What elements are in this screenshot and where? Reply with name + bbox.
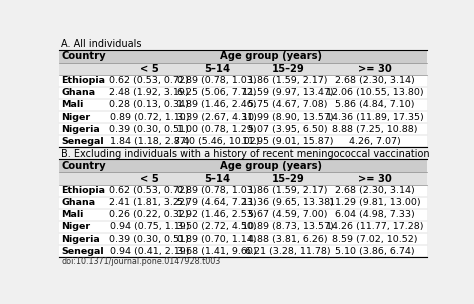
Text: 2.48 (1.92, 3.19): 2.48 (1.92, 3.19) [109, 88, 189, 97]
Text: 4.26, 7.07): 4.26, 7.07) [349, 137, 401, 146]
Bar [59, 50, 427, 63]
Bar [59, 135, 427, 147]
Bar [59, 172, 427, 185]
Bar [59, 245, 427, 257]
Text: 15–29: 15–29 [272, 174, 304, 184]
Text: Ghana: Ghana [62, 88, 96, 97]
Text: Nigeria: Nigeria [62, 125, 100, 134]
Text: 0.89 (0.78, 1.03): 0.89 (0.78, 1.03) [177, 76, 257, 85]
Text: 10.99 (8.90, 13.57): 10.99 (8.90, 13.57) [242, 112, 334, 122]
Text: 1.00 (0.78, 1.29): 1.00 (0.78, 1.29) [177, 125, 257, 134]
Text: 0.39 (0.30, 0.51): 0.39 (0.30, 0.51) [109, 125, 189, 134]
Text: 1.84 (1.18, 2.87): 1.84 (1.18, 2.87) [109, 137, 189, 146]
Text: 14.36 (11.89, 17.35): 14.36 (11.89, 17.35) [326, 112, 424, 122]
Text: 5.67 (4.59, 7.00): 5.67 (4.59, 7.00) [248, 210, 328, 219]
Text: 2.68 (2.30, 3.14): 2.68 (2.30, 3.14) [335, 76, 415, 85]
Text: 5–14: 5–14 [204, 174, 230, 184]
Text: 5.10 (3.86, 6.74): 5.10 (3.86, 6.74) [336, 247, 415, 256]
Text: 1.92 (1.46, 2.53): 1.92 (1.46, 2.53) [177, 210, 257, 219]
Text: 6.25 (5.06, 7.72): 6.25 (5.06, 7.72) [177, 88, 257, 97]
Text: 6.04 (4.98, 7.33): 6.04 (4.98, 7.33) [335, 210, 415, 219]
Text: Age group (years): Age group (years) [220, 161, 322, 171]
Text: 0.28 (0.13, 0.34): 0.28 (0.13, 0.34) [109, 101, 189, 109]
Text: 14.26 (11.77, 17.28): 14.26 (11.77, 17.28) [327, 223, 424, 231]
Text: Niger: Niger [62, 223, 91, 231]
Bar [59, 209, 427, 221]
Text: Nigeria: Nigeria [62, 235, 100, 244]
Text: 5–14: 5–14 [204, 64, 230, 74]
Text: 5.79 (4.64, 7.23): 5.79 (4.64, 7.23) [177, 198, 257, 207]
Text: 7.40 (5.46, 10.02): 7.40 (5.46, 10.02) [174, 137, 260, 146]
Text: 2.41 (1.81, 3.22): 2.41 (1.81, 3.22) [109, 198, 189, 207]
Text: Ghana: Ghana [62, 198, 96, 207]
Text: 5.75 (4.67, 7.08): 5.75 (4.67, 7.08) [248, 101, 328, 109]
Text: Country: Country [62, 51, 106, 61]
Text: 1.89 (1.46, 2.46): 1.89 (1.46, 2.46) [177, 101, 257, 109]
Bar [59, 233, 427, 245]
Text: Ethiopia: Ethiopia [62, 76, 105, 85]
Bar [59, 185, 427, 197]
Text: 0.89 (0.72, 1.10): 0.89 (0.72, 1.10) [109, 112, 189, 122]
Text: Mali: Mali [62, 210, 84, 219]
Text: 15–29: 15–29 [272, 64, 304, 74]
Text: 0.62 (0.53, 0.72): 0.62 (0.53, 0.72) [109, 76, 189, 85]
Text: 0.89 (0.70, 1.14): 0.89 (0.70, 1.14) [177, 235, 257, 244]
Text: doi:10.1371/journal.pone.0147928.t003: doi:10.1371/journal.pone.0147928.t003 [61, 257, 220, 266]
Text: 0.94 (0.41, 2.19): 0.94 (0.41, 2.19) [109, 247, 189, 256]
Text: 1.86 (1.59, 2.17): 1.86 (1.59, 2.17) [248, 186, 328, 195]
Text: 0.62 (0.53, 0.72): 0.62 (0.53, 0.72) [109, 186, 189, 195]
Text: 5.07 (3.95, 6.50): 5.07 (3.95, 6.50) [248, 125, 328, 134]
Text: 2.68 (2.30, 3.14): 2.68 (2.30, 3.14) [335, 186, 415, 195]
Text: < 5: < 5 [140, 174, 159, 184]
Text: 12.06 (10.55, 13.80): 12.06 (10.55, 13.80) [327, 88, 424, 97]
Bar [59, 111, 427, 123]
Text: Senegal: Senegal [62, 137, 104, 146]
Text: 8.88 (7.25, 10.88): 8.88 (7.25, 10.88) [332, 125, 418, 134]
Text: Senegal: Senegal [62, 247, 104, 256]
Text: Country: Country [62, 161, 106, 171]
Text: Age group (years): Age group (years) [220, 51, 322, 61]
Bar [59, 99, 427, 111]
Text: 3.39 (2.67, 4.31): 3.39 (2.67, 4.31) [177, 112, 257, 122]
Bar [59, 160, 427, 172]
Text: 0.94 (0.75, 1.19): 0.94 (0.75, 1.19) [109, 223, 189, 231]
Text: 0.26 (0.22, 0.32): 0.26 (0.22, 0.32) [109, 210, 189, 219]
Text: 4.88 (3.81, 6.26): 4.88 (3.81, 6.26) [248, 235, 328, 244]
Text: B. Excluding individuals with a history of recent meningococcal vaccination: B. Excluding individuals with a history … [61, 149, 430, 159]
Bar [59, 197, 427, 209]
Text: 8.59 (7.02, 10.52): 8.59 (7.02, 10.52) [332, 235, 418, 244]
Bar [59, 87, 427, 99]
Text: Niger: Niger [62, 112, 91, 122]
Bar [59, 123, 427, 135]
Bar [59, 63, 427, 75]
Text: 6.21 (3.28, 11.78): 6.21 (3.28, 11.78) [245, 247, 331, 256]
Text: 3.50 (2.72, 4.50): 3.50 (2.72, 4.50) [177, 223, 257, 231]
Text: 11.95 (9.01, 15.87): 11.95 (9.01, 15.87) [242, 137, 334, 146]
Text: A. All individuals: A. All individuals [61, 39, 142, 49]
Text: Ethiopia: Ethiopia [62, 186, 105, 195]
Text: < 5: < 5 [140, 64, 159, 74]
Bar [59, 75, 427, 87]
Text: 11.59 (9.97, 13.47): 11.59 (9.97, 13.47) [242, 88, 334, 97]
Text: Mali: Mali [62, 101, 84, 109]
Text: 11.36 (9.65, 13.38): 11.36 (9.65, 13.38) [242, 198, 334, 207]
Text: >= 30: >= 30 [358, 64, 392, 74]
Text: 11.29 (9.81, 13.00): 11.29 (9.81, 13.00) [329, 198, 421, 207]
Text: 5.86 (4.84, 7.10): 5.86 (4.84, 7.10) [336, 101, 415, 109]
Text: 0.89 (0.78, 1.03): 0.89 (0.78, 1.03) [177, 186, 257, 195]
Text: >= 30: >= 30 [358, 174, 392, 184]
Bar [59, 221, 427, 233]
Text: 0.39 (0.30, 0.51): 0.39 (0.30, 0.51) [109, 235, 189, 244]
Text: 10.89 (8.73, 13.57): 10.89 (8.73, 13.57) [242, 223, 334, 231]
Text: 3.68 (1.41, 9.60): 3.68 (1.41, 9.60) [177, 247, 257, 256]
Text: 1.86 (1.59, 2.17): 1.86 (1.59, 2.17) [248, 76, 328, 85]
